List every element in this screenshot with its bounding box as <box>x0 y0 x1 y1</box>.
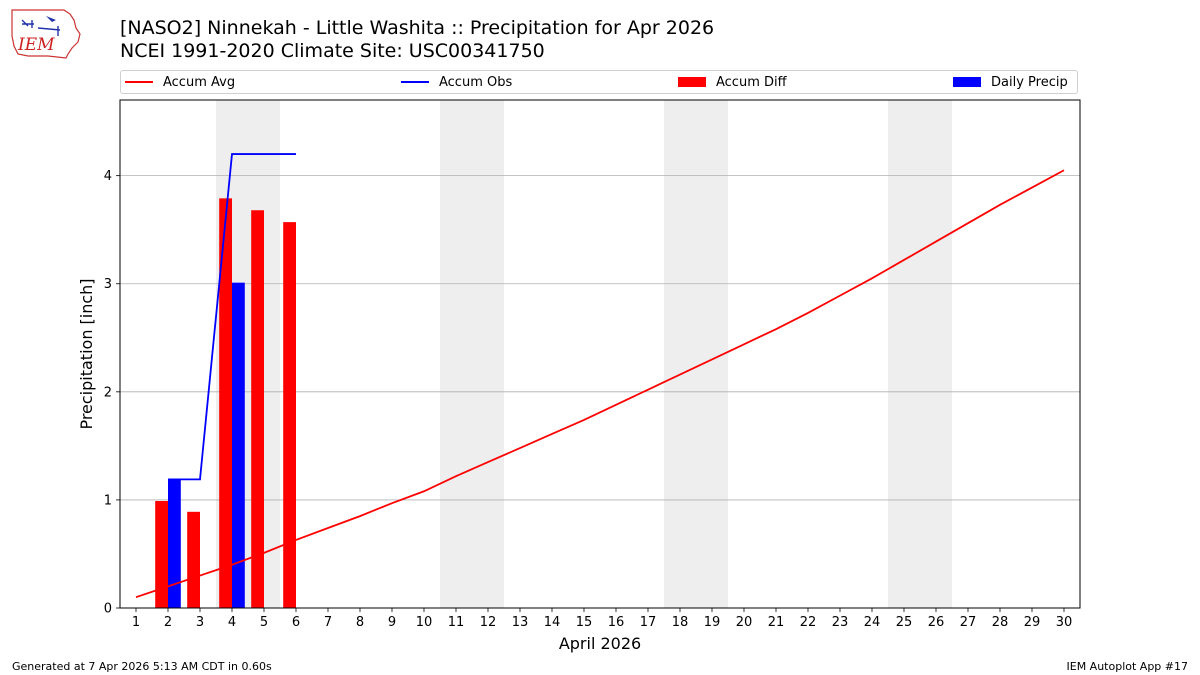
accum-diff-bar <box>251 210 264 608</box>
legend-item-daily-precip: Daily Precip <box>953 71 1068 93</box>
x-tick-label: 15 <box>576 615 593 630</box>
y-tick-label: 0 <box>104 602 112 617</box>
x-tick-label: 18 <box>672 615 689 630</box>
legend: Accum Avg Accum Obs Accum Diff Daily Pre… <box>120 70 1078 94</box>
legend-item-accum-obs: Accum Obs <box>401 71 512 93</box>
accum-obs-line <box>168 153 296 481</box>
x-tick-label: 24 <box>864 615 881 630</box>
daily-precip-bar <box>232 282 245 608</box>
legend-label: Accum Obs <box>439 74 513 90</box>
y-tick-label: 4 <box>104 169 112 184</box>
accum-diff-bar <box>283 222 296 608</box>
x-tick-label: 14 <box>544 615 561 630</box>
x-tick-label: 20 <box>736 615 753 630</box>
legend-swatch <box>953 77 981 87</box>
x-tick-label: 2 <box>164 615 172 630</box>
generated-timestamp: Generated at 7 Apr 2026 5:13 AM CDT in 0… <box>12 660 272 673</box>
x-tick-label: 4 <box>228 615 236 630</box>
legend-swatch <box>125 81 153 83</box>
x-tick-label: 27 <box>960 615 977 630</box>
x-tick-label: 16 <box>608 615 625 630</box>
daily-precip-bar <box>168 479 181 608</box>
accum-diff-bar <box>219 198 232 608</box>
x-tick-label: 28 <box>992 615 1009 630</box>
weekend-shade <box>664 100 728 608</box>
x-tick-label: 22 <box>800 615 817 630</box>
x-tick-label: 7 <box>324 615 332 630</box>
legend-item-accum-avg: Accum Avg <box>125 71 235 93</box>
chart-subtitle: NCEI 1991-2020 Climate Site: USC00341750 <box>120 40 545 62</box>
x-tick-label: 29 <box>1024 615 1041 630</box>
y-tick-label: 2 <box>104 385 112 400</box>
legend-label: Daily Precip <box>991 74 1068 90</box>
weekend-shade <box>888 100 952 608</box>
x-tick-label: 1 <box>132 615 140 630</box>
x-tick-label: 30 <box>1056 615 1073 630</box>
chart-title: [NASO2] Ninnekah - Little Washita :: Pre… <box>120 17 715 39</box>
x-tick-label: 23 <box>832 615 849 630</box>
x-tick-label: 13 <box>512 615 529 630</box>
weekend-shade <box>440 100 504 608</box>
legend-swatch <box>678 77 706 87</box>
legend-label: Accum Avg <box>163 74 236 90</box>
x-tick-label: 10 <box>416 615 433 630</box>
iem-logo: IEM <box>11 9 81 59</box>
legend-item-accum-diff: Accum Diff <box>678 71 787 93</box>
x-tick-label: 6 <box>292 615 300 630</box>
accum-diff-bar <box>155 500 168 608</box>
x-tick-label: 9 <box>388 615 396 630</box>
accum-avg-line <box>135 169 1065 599</box>
x-tick-label: 5 <box>260 615 268 630</box>
x-tick-label: 17 <box>640 615 657 630</box>
x-tick-label: 19 <box>704 615 721 630</box>
legend-label: Accum Diff <box>716 74 787 90</box>
x-axis-label: April 2026 <box>559 634 641 653</box>
app-credit: IEM Autoplot App #17 <box>1066 660 1189 673</box>
plot-frame <box>119 99 1081 609</box>
x-tick-label: 25 <box>896 615 913 630</box>
legend-swatch <box>401 81 429 83</box>
x-tick-label: 21 <box>768 615 785 630</box>
x-tick-label: 8 <box>356 615 364 630</box>
x-tick-label: 3 <box>196 615 204 630</box>
y-axis-label: Precipitation [inch] <box>77 278 96 429</box>
y-tick-label: 3 <box>104 277 112 292</box>
logo-text: IEM <box>17 35 55 55</box>
x-tick-label: 26 <box>928 615 945 630</box>
x-tick-label: 11 <box>448 615 465 630</box>
accum-diff-bar <box>187 511 200 608</box>
x-tick-label: 12 <box>480 615 497 630</box>
y-tick-label: 1 <box>104 493 112 508</box>
